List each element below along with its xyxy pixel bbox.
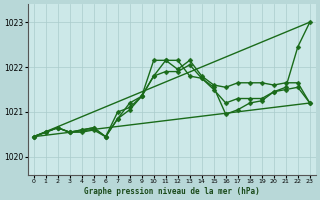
X-axis label: Graphe pression niveau de la mer (hPa): Graphe pression niveau de la mer (hPa): [84, 187, 260, 196]
